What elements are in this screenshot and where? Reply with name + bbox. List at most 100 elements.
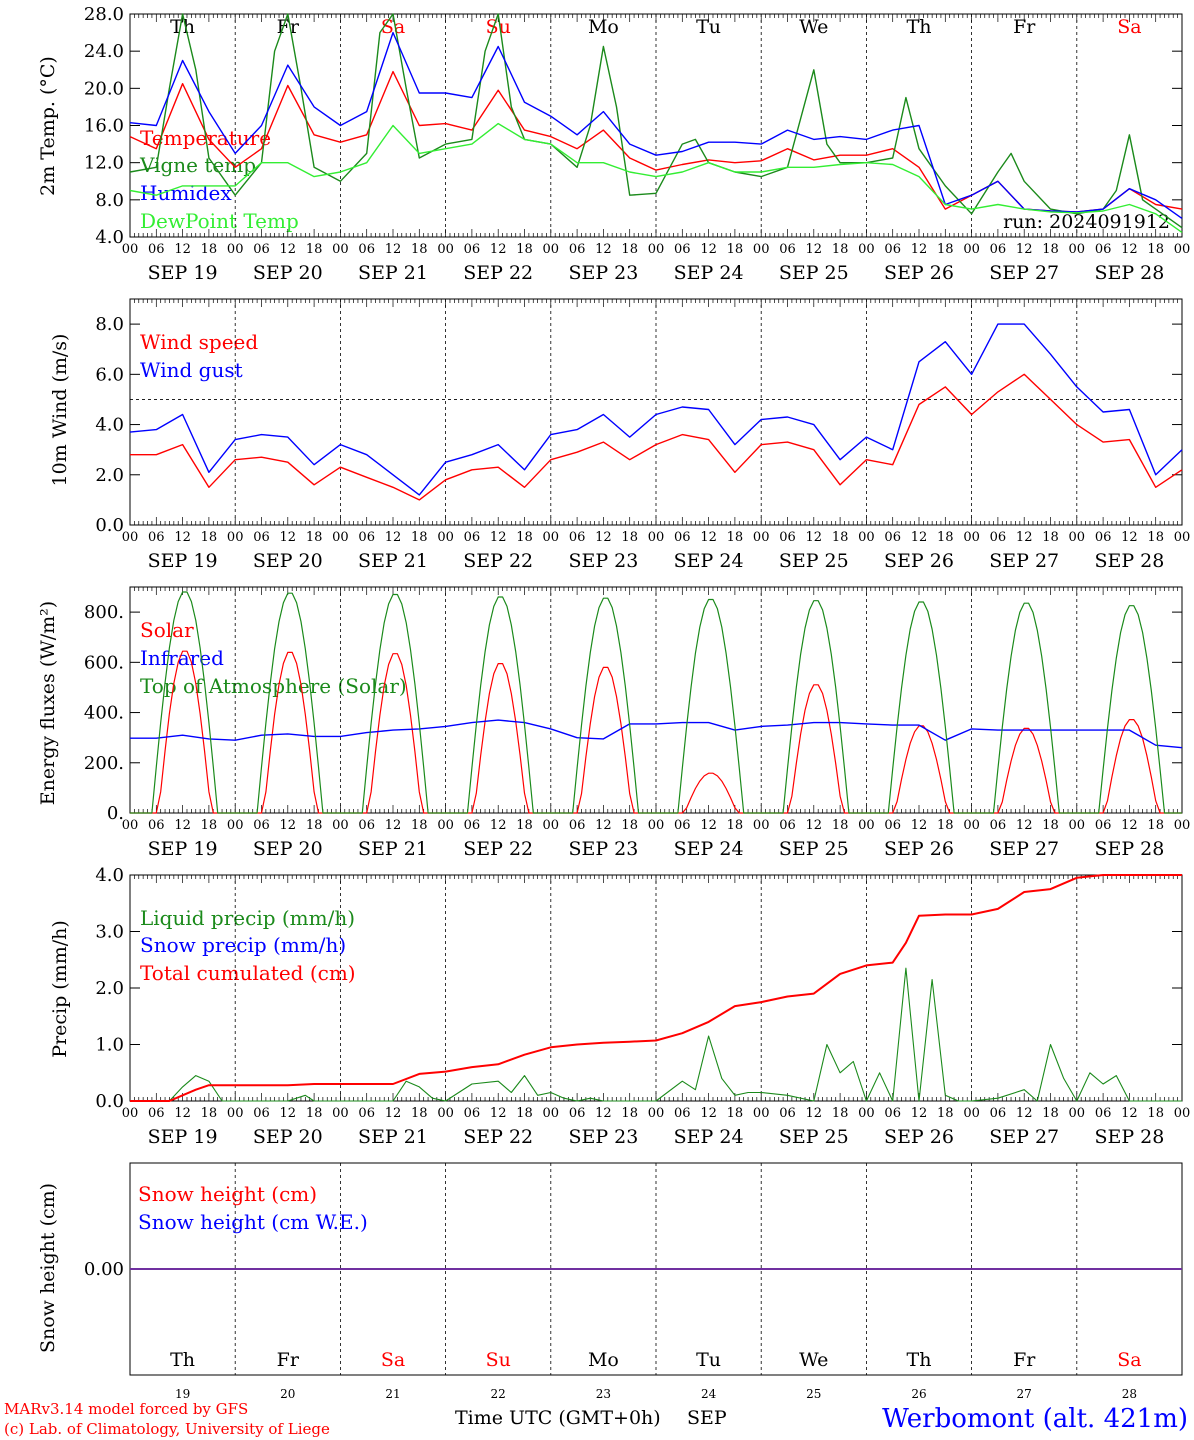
weekday-label: We — [799, 16, 828, 38]
hour-tick-label: 00 — [543, 242, 560, 257]
y-tick-label: 0.0 — [95, 515, 124, 536]
hour-tick-label: 12 — [280, 530, 297, 545]
hour-tick-label: 06 — [884, 818, 901, 833]
hour-tick-label: 00 — [122, 818, 139, 833]
hour-tick-label: 18 — [727, 1106, 744, 1121]
date-label: SEP 19 — [148, 1126, 218, 1148]
date-label: SEP 25 — [779, 838, 849, 860]
hour-tick-label: 18 — [832, 1106, 849, 1121]
y-tick-label: 2.0 — [95, 465, 124, 486]
hour-tick-label: 00 — [1174, 818, 1191, 833]
hour-tick-label: 00 — [437, 530, 454, 545]
snow-ylabel: Snow height (cm) — [37, 1183, 59, 1353]
date-label: SEP 28 — [1094, 838, 1164, 860]
day-number-label: 27 — [1017, 1387, 1032, 1401]
weekday-label: Sa — [1117, 16, 1141, 38]
date-label: SEP 22 — [463, 1126, 533, 1148]
hour-tick-label: 12 — [700, 530, 717, 545]
hour-tick-label: 12 — [174, 530, 191, 545]
hour-tick-label: 18 — [621, 530, 638, 545]
hour-tick-label: 00 — [227, 530, 244, 545]
weekday-label: Fr — [277, 16, 300, 38]
hour-tick-label: 12 — [174, 818, 191, 833]
y-tick-label: 0.0 — [95, 1091, 124, 1112]
energy-line-top-of-atmosphere-solar- — [130, 591, 1182, 814]
hour-tick-label: 18 — [937, 530, 954, 545]
hour-tick-label: 00 — [648, 530, 665, 545]
hour-tick-label: 06 — [464, 242, 481, 257]
date-label: SEP 20 — [253, 1126, 323, 1148]
y-tick-label: 800. — [84, 602, 124, 623]
y-tick-label: 6.0 — [95, 364, 124, 385]
hour-tick-label: 18 — [621, 1106, 638, 1121]
y-tick-label: 0. — [107, 803, 124, 824]
hour-tick-label: 00 — [543, 530, 560, 545]
hour-tick-label: 12 — [385, 530, 402, 545]
precip-legend-total: Total cumulated (cm) — [140, 961, 356, 985]
energy-legend-solar: Solar — [140, 618, 194, 642]
hour-tick-label: 00 — [227, 242, 244, 257]
hour-tick-label: 18 — [832, 818, 849, 833]
hour-tick-label: 18 — [937, 1106, 954, 1121]
hour-tick-label: 06 — [569, 242, 586, 257]
hour-tick-label: 06 — [674, 242, 691, 257]
weekday-label: Sa — [1117, 1349, 1141, 1371]
hour-tick-label: 18 — [411, 242, 428, 257]
temp-ylabel: 2m Temp. (°C) — [37, 56, 59, 196]
hour-tick-label: 00 — [543, 818, 560, 833]
date-label: SEP 19 — [148, 838, 218, 860]
energy-panel: Solar Infrared Top of Atmosphere (Solar)… — [37, 586, 1191, 860]
hour-tick-label: 00 — [437, 1106, 454, 1121]
hour-tick-label: 18 — [201, 242, 218, 257]
hour-tick-label: 06 — [674, 530, 691, 545]
hour-tick-label: 12 — [1016, 818, 1033, 833]
weekday-label: Sa — [381, 1349, 405, 1371]
weekday-label: Fr — [1013, 1349, 1036, 1371]
weekday-label: Th — [907, 16, 932, 38]
wind-line-wind-speed — [130, 373, 1183, 501]
hour-tick-label: 18 — [201, 1106, 218, 1121]
date-label: SEP 27 — [989, 838, 1059, 860]
day-number-label: 25 — [806, 1387, 821, 1401]
hour-tick-label: 12 — [280, 1106, 297, 1121]
weekday-label: Th — [907, 1349, 932, 1371]
hour-tick-label: 00 — [1174, 530, 1191, 545]
hour-tick-label: 06 — [990, 242, 1007, 257]
hour-tick-label: 06 — [569, 818, 586, 833]
y-tick-label: 2.0 — [95, 978, 124, 999]
day-number-label: 24 — [701, 1387, 717, 1401]
hour-tick-label: 06 — [464, 530, 481, 545]
hour-tick-label: 06 — [148, 530, 165, 545]
hour-tick-label: 12 — [1121, 242, 1138, 257]
hour-tick-label: 18 — [1147, 242, 1164, 257]
date-label: SEP 22 — [463, 262, 533, 284]
hour-tick-label: 12 — [490, 818, 507, 833]
hour-tick-label: 06 — [1095, 242, 1112, 257]
hour-tick-label: 06 — [569, 1106, 586, 1121]
hour-tick-label: 00 — [858, 242, 875, 257]
precip-legend-snow: Snow precip (mm/h) — [140, 933, 346, 957]
hour-tick-label: 12 — [595, 242, 612, 257]
hour-tick-label: 12 — [1016, 242, 1033, 257]
hour-tick-label: 12 — [490, 530, 507, 545]
hour-tick-label: 18 — [937, 818, 954, 833]
hour-tick-label: 00 — [543, 1106, 560, 1121]
temp-legend-dewpoint: DewPoint Temp — [140, 209, 299, 233]
hour-tick-label: 06 — [148, 242, 165, 257]
hour-tick-label: 06 — [1095, 818, 1112, 833]
y-tick-label: 4.0 — [95, 415, 124, 436]
hour-tick-label: 06 — [779, 242, 796, 257]
hour-tick-label: 12 — [700, 242, 717, 257]
hour-tick-label: 18 — [516, 1106, 533, 1121]
date-label: SEP 28 — [1094, 262, 1164, 284]
precip-legend-liquid: Liquid precip (mm/h) — [140, 906, 355, 930]
weekday-label: Su — [486, 16, 511, 38]
hour-tick-label: 12 — [595, 1106, 612, 1121]
hour-tick-label: 00 — [648, 818, 665, 833]
date-label: SEP 22 — [463, 838, 533, 860]
hour-tick-label: 18 — [1042, 530, 1059, 545]
hour-tick-label: 12 — [490, 242, 507, 257]
hour-tick-label: 06 — [779, 1106, 796, 1121]
hour-tick-label: 18 — [1042, 818, 1059, 833]
hour-tick-label: 12 — [490, 1106, 507, 1121]
